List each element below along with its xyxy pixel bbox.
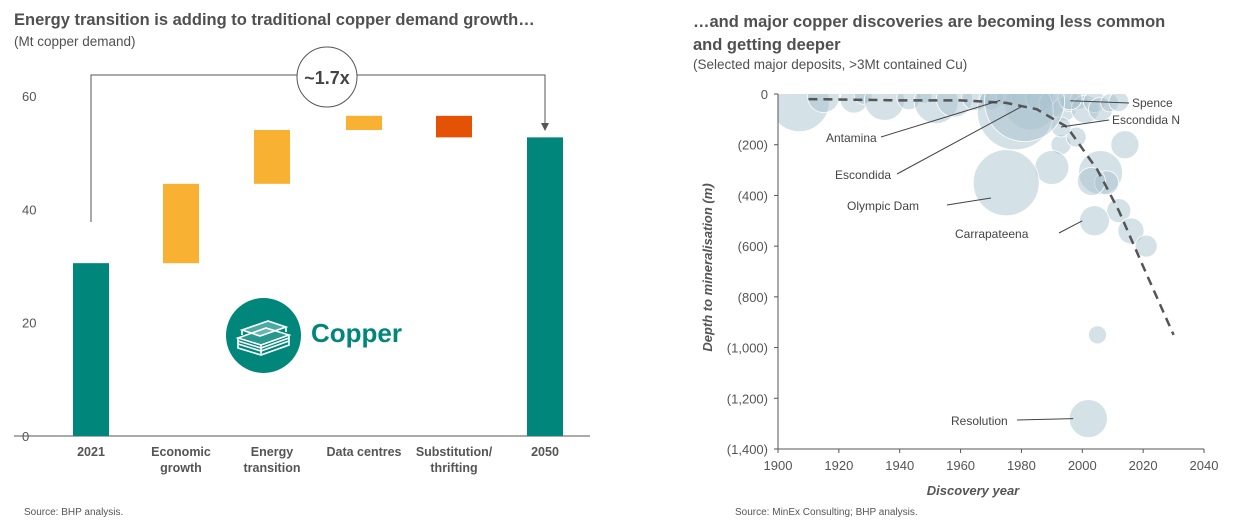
x-tick-label-4: 1980: [1007, 458, 1036, 473]
leader-resolution: [1016, 418, 1074, 421]
y-tick-label-0: 0: [761, 87, 768, 102]
multiplier-circle: [296, 46, 358, 108]
y-tick-label-4: (800): [738, 290, 768, 305]
label-resolution: Resolution: [951, 414, 1008, 428]
waterfall-chart: 0 20 40 60 2021 Economic growth Energy transitio…: [14, 46, 590, 475]
right-source-note: Source: MinEx Consulting; BHP analysis.: [735, 507, 918, 518]
copper-stack-icon: [226, 298, 301, 373]
bar-0: [73, 263, 109, 436]
x-tick-label-2: 1940: [885, 458, 914, 473]
bar-1: [163, 183, 199, 264]
label-carrapateena: Carrapateena: [955, 227, 1029, 241]
bar-3: [346, 115, 382, 130]
category-label-4: Substitution/thrifting: [416, 445, 493, 475]
left-chart-panel: Energy transition is adding to tradition…: [0, 0, 620, 529]
label-escondida-n: Escondida N: [1112, 113, 1180, 127]
leader-escondida: [896, 106, 1022, 175]
bubble-escondida: [984, 94, 1065, 142]
label-escondida: Escondida: [835, 168, 891, 182]
bubble-1: [807, 94, 841, 113]
x-tick-label-7: 2040: [1190, 458, 1219, 473]
trend-line: [808, 97, 1175, 336]
bubble-30: [1110, 130, 1140, 160]
right-chart-subtitle: (Selected major deposits, >3Mt contained…: [693, 57, 968, 72]
y-tick-label-60: 60: [22, 89, 36, 104]
x-tick-label-5: 2000: [1068, 458, 1097, 473]
x-tick-label-1: 1920: [824, 458, 853, 473]
right-chart-title-line1: …and major copper discoveries are becomi…: [693, 13, 1166, 31]
bubble-carrapateena: [1079, 205, 1110, 237]
y-tick-label-6: (1,200): [727, 391, 768, 406]
bubble-29: [1077, 167, 1106, 196]
leader-escondida-n: [1060, 119, 1110, 128]
y-tick-label-7: (1,400): [727, 442, 768, 457]
category-label-3: Data centres: [326, 445, 401, 459]
left-chart-title: Energy transition is adding to tradition…: [14, 11, 535, 29]
right-chart-title-line2: and getting deeper: [693, 36, 841, 54]
bubble-23: [1108, 94, 1130, 113]
leader-antamina: [880, 99, 1001, 138]
bubble-34: [1088, 325, 1107, 345]
leader-spence: [1070, 100, 1130, 104]
copper-logo-text: Copper: [311, 318, 402, 348]
category-label-5: 2050: [531, 445, 559, 459]
x-axis-title: Discovery year: [927, 483, 1020, 498]
category-label-1: Economic growth: [151, 445, 211, 475]
bubble-olympic-dam: [972, 149, 1040, 217]
x-tick-label-3: 1960: [946, 458, 975, 473]
bubble-26: [1034, 150, 1070, 185]
x-tick-label-6: 2020: [1129, 458, 1158, 473]
label-spence: Spence: [1132, 96, 1173, 110]
y-tick-label-3: (600): [738, 239, 768, 254]
leader-olympic-dam: [946, 197, 992, 206]
y-tick-label-5: (1,000): [727, 341, 768, 356]
y-tick-label-40: 40: [22, 202, 36, 217]
y-tick-label-0: 0: [22, 429, 29, 444]
bubble-resolution: [1068, 399, 1108, 438]
label-antamina: Antamina: [826, 131, 877, 145]
bubble-33: [1134, 234, 1158, 258]
right-chart-panel: …and major copper discoveries are becomi…: [621, 0, 1242, 529]
left-source-note: Source: BHP analysis.: [24, 507, 124, 518]
y-axis-title: Depth to mineralisation (m): [700, 183, 715, 351]
label-olympic-dam: Olympic Dam: [847, 199, 919, 213]
bubble-group: [778, 94, 1158, 438]
x-tick-label-0: 1900: [764, 458, 793, 473]
left-chart-subtitle: (Mt copper demand): [14, 34, 136, 49]
bar-2: [254, 130, 290, 184]
category-label-0: 2021: [77, 445, 105, 459]
copper-logo: Copper: [226, 298, 416, 374]
multiplier-label: ~1.7x: [304, 68, 350, 88]
category-label-2: Energy transition: [244, 445, 301, 475]
bar-4: [436, 115, 472, 138]
growth-arrowhead: [541, 123, 549, 131]
y-tick-label-1: (200): [738, 138, 768, 153]
y-tick-label-20: 20: [22, 316, 36, 331]
bubble-chart: 0 (200) (400) (600) (800) (1,000) (1,200) (1,40…: [700, 87, 1219, 498]
leader-carrapateena: [1058, 220, 1083, 234]
bar-5: [527, 137, 563, 436]
y-tick-label-2: (400): [738, 188, 768, 203]
